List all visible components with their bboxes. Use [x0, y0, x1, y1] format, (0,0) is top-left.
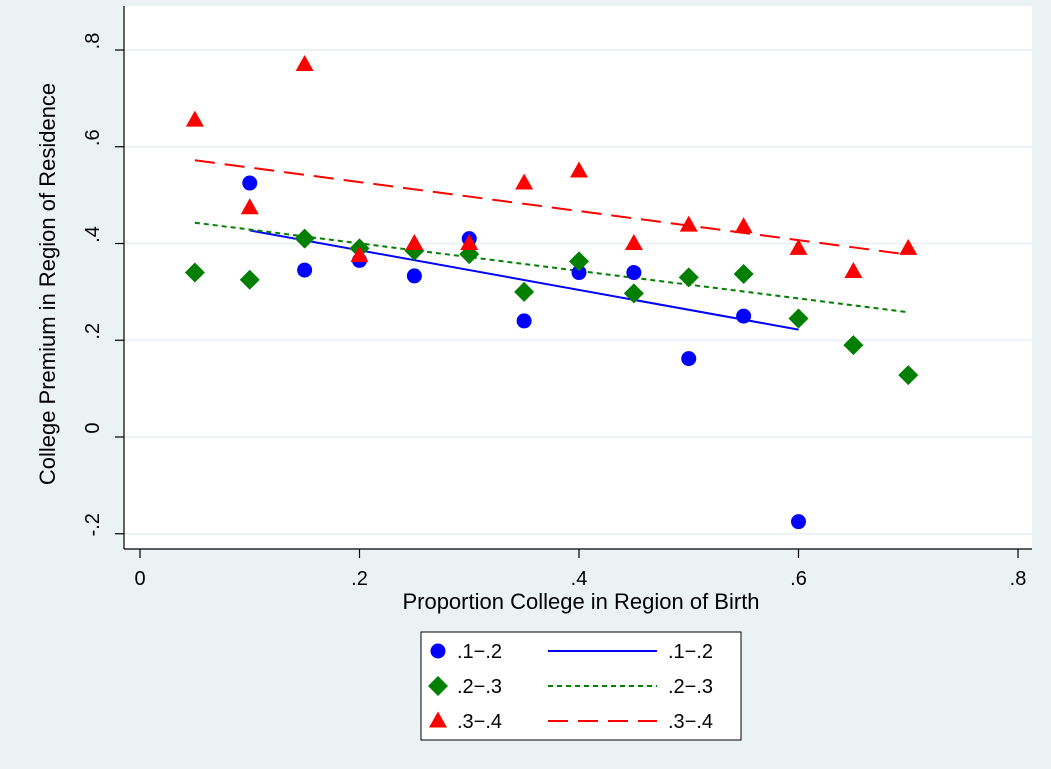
data-point-3 — [515, 173, 534, 190]
y-tick-label: .8 — [82, 33, 104, 50]
fit-line-2 — [194, 221, 909, 314]
data-point-2 — [569, 251, 589, 272]
data-point-3 — [899, 238, 918, 255]
data-point-3 — [679, 215, 698, 232]
data-point-3 — [185, 110, 204, 127]
data-point-3 — [789, 238, 808, 255]
data-point-2 — [294, 228, 315, 249]
data-point-2 — [898, 365, 919, 386]
data-point-3 — [624, 234, 643, 250]
data-point-2 — [184, 262, 205, 283]
data-point-2 — [843, 335, 864, 356]
data-point-2 — [788, 308, 809, 329]
x-tick-label: .2 — [351, 568, 368, 590]
data-point-3 — [295, 55, 314, 72]
data-point-2 — [733, 263, 754, 284]
data-point-1 — [516, 313, 532, 329]
data-point-3 — [240, 198, 259, 215]
fit-line-1 — [249, 229, 799, 331]
legend-label: .1−.2 — [457, 641, 502, 663]
legend-marker-1 — [430, 643, 446, 659]
data-point-1 — [626, 265, 642, 281]
data-point-1 — [736, 308, 752, 324]
y-axis-title: College Premium in Region of Residence — [35, 83, 60, 485]
legend-marker-3 — [429, 711, 447, 728]
data-point-2 — [239, 269, 260, 290]
legend-marker-2 — [428, 676, 448, 696]
x-tick-label: .8 — [1010, 568, 1027, 590]
data-point-1 — [571, 265, 587, 281]
legend-label: .2−.3 — [668, 676, 713, 698]
legend-label: .3−.4 — [457, 711, 502, 733]
x-axis-title: Proportion College in Region of Birth — [402, 589, 759, 614]
x-tick-label: .6 — [790, 568, 807, 590]
y-tick-label: -.2 — [82, 513, 104, 536]
x-tick-label: .4 — [571, 568, 588, 590]
data-point-3 — [350, 246, 369, 263]
data-point-2 — [514, 281, 535, 302]
data-point-1 — [791, 514, 806, 530]
data-point-1 — [681, 351, 697, 367]
data-point-1 — [406, 268, 422, 284]
data-point-3 — [570, 161, 588, 178]
data-point-1 — [242, 175, 258, 191]
y-tick-label: .6 — [82, 129, 104, 146]
data-point-2 — [678, 267, 699, 288]
data-point-3 — [460, 234, 479, 250]
legend-label: .3−.4 — [668, 711, 713, 733]
x-tick-label: 0 — [134, 568, 145, 590]
y-tick-label: .2 — [82, 323, 104, 340]
legend-label: .2−.3 — [457, 676, 502, 698]
data-point-2 — [623, 283, 644, 304]
data-point-3 — [844, 262, 863, 279]
y-tick-label: .4 — [82, 226, 104, 243]
data-point-3 — [734, 217, 753, 234]
data-point-3 — [405, 234, 424, 250]
y-tick-label: 0 — [82, 422, 104, 433]
data-point-1 — [297, 262, 313, 278]
legend-label: .1−.2 — [668, 641, 713, 663]
